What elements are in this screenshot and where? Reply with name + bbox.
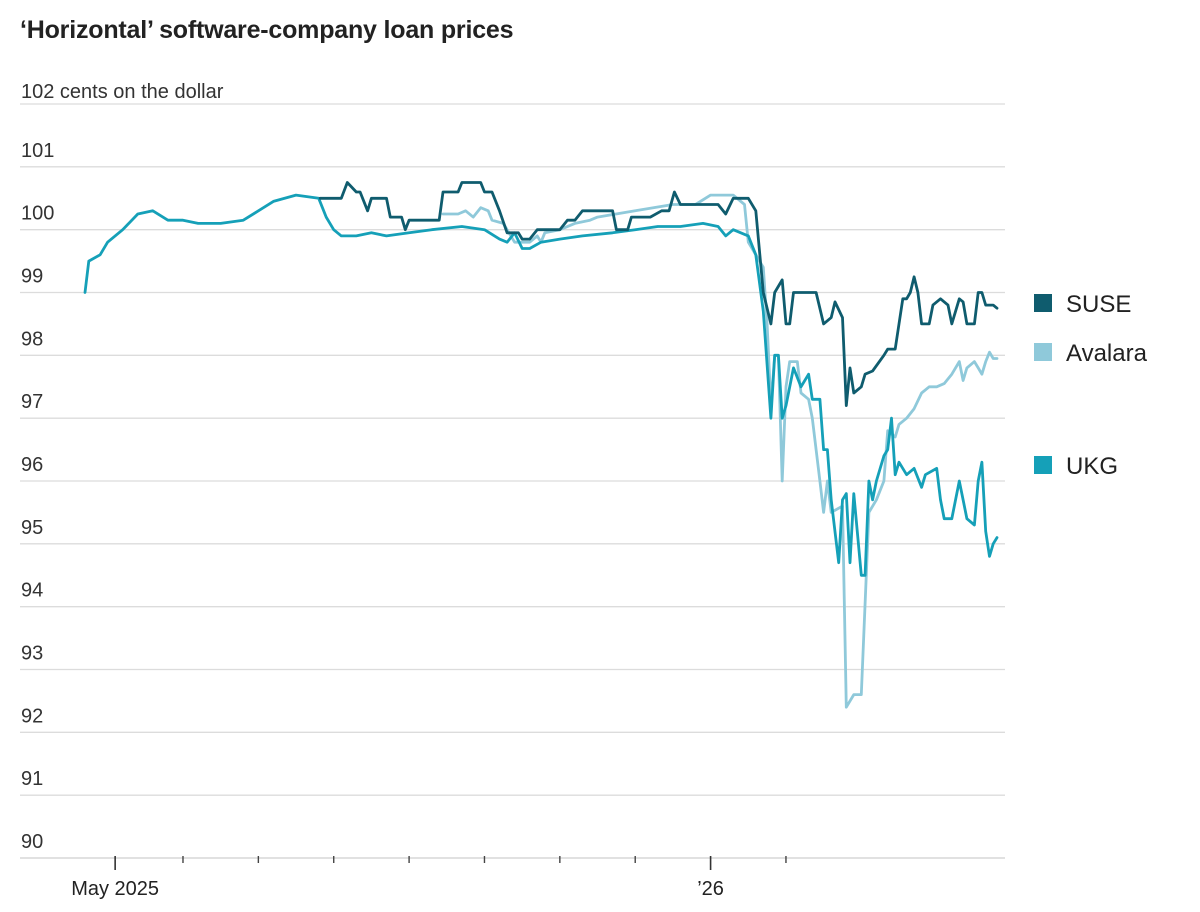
y-axis-tick-labels: 90 91 92 93 94 95 96 97 98 99 100 101 102 cents on t…: [21, 81, 224, 853]
x-tick-label: ’26: [697, 878, 724, 900]
y-tick-label: 93: [21, 643, 43, 665]
legend-swatch-ukg: [1034, 456, 1052, 474]
y-tick-label: 96: [21, 454, 43, 476]
y-tick-label: 99: [21, 266, 43, 288]
series-line-ukg: [83, 193, 999, 577]
series-layer: [83, 181, 999, 709]
legend-label-avalara: Avalara: [1066, 340, 1148, 367]
y-tick-label: 94: [21, 580, 43, 602]
legend-swatch-suse: [1034, 294, 1052, 312]
legend-swatch-avalara: [1034, 343, 1052, 361]
y-tick-label: 97: [21, 391, 43, 413]
series-line-avalara: [441, 193, 999, 709]
legend-label-suse: SUSE: [1066, 291, 1131, 318]
grid-layer: [20, 103, 1005, 796]
y-tick-label: 101: [21, 140, 54, 162]
legend: SUSE Avalara UKG: [1034, 291, 1148, 480]
y-tick-label: 91: [21, 768, 43, 790]
y-tick-label: 90: [21, 831, 43, 853]
x-tick-label: May 2025: [71, 878, 159, 900]
y-tick-label: 100: [21, 203, 54, 225]
y-tick-label: 95: [21, 517, 43, 539]
legend-label-ukg: UKG: [1066, 453, 1118, 480]
y-tick-label: 92: [21, 705, 43, 727]
y-tick-label: 102 cents on the dollar: [21, 81, 224, 103]
x-axis: May 2025 ’26: [20, 856, 1005, 900]
y-tick-label: 98: [21, 328, 43, 350]
chart-title: ‘Horizontal’ software-company loan price…: [20, 16, 514, 44]
series-line-suse: [318, 181, 999, 407]
